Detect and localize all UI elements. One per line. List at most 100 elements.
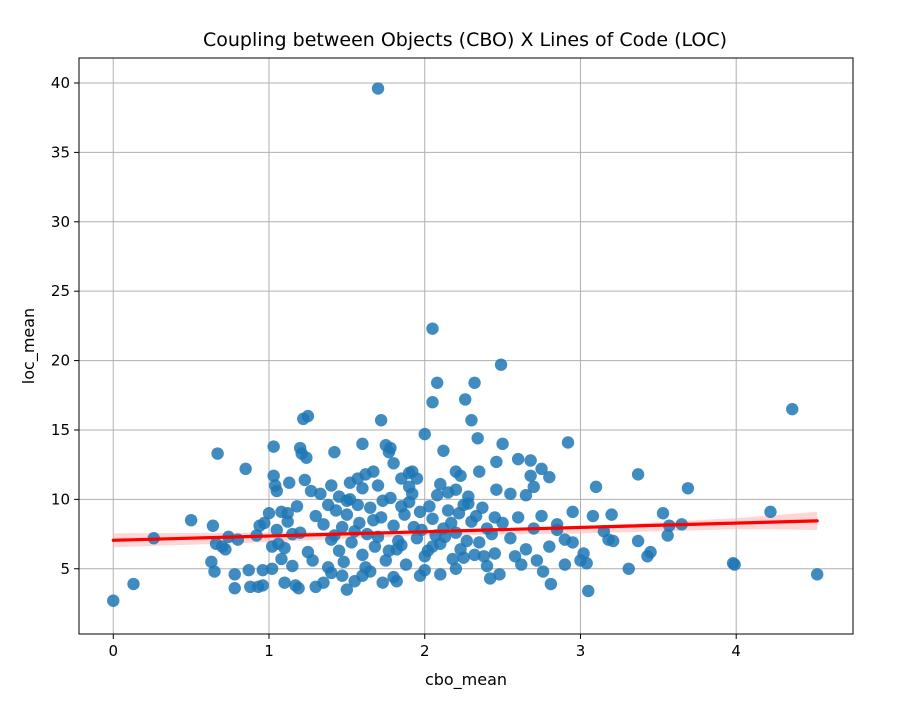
y-tick-label: 25	[51, 282, 70, 300]
data-point	[367, 465, 380, 478]
data-point	[441, 504, 455, 517]
data-point	[387, 519, 400, 532]
y-tick-label: 5	[60, 560, 70, 578]
data-point	[298, 473, 312, 487]
data-point	[325, 479, 338, 492]
y-tick-label: 15	[51, 421, 70, 439]
data-point	[228, 568, 241, 581]
data-point	[530, 554, 544, 567]
data-point	[454, 469, 467, 482]
x-tick-label: 2	[420, 642, 430, 660]
data-point	[340, 494, 354, 507]
data-point	[309, 509, 322, 523]
data-point	[473, 465, 486, 478]
data-point	[561, 436, 575, 449]
data-point	[353, 516, 366, 530]
data-point	[258, 516, 271, 530]
data-point	[589, 480, 603, 494]
data-point	[335, 520, 349, 534]
grid-lines	[79, 58, 853, 634]
data-point	[278, 541, 291, 555]
data-point	[368, 540, 382, 553]
data-point	[392, 534, 405, 548]
data-point	[418, 427, 431, 441]
data-point	[504, 532, 517, 545]
data-point	[681, 482, 695, 495]
data-point	[524, 469, 537, 482]
data-point	[586, 509, 600, 523]
data-point	[605, 508, 618, 521]
data-point	[219, 543, 232, 556]
data-point	[426, 540, 439, 553]
data-point	[206, 519, 220, 532]
data-point	[407, 520, 421, 534]
data-point	[340, 508, 354, 521]
data-point	[376, 576, 389, 589]
data-point	[356, 437, 369, 451]
data-point	[519, 489, 533, 502]
data-point	[239, 462, 252, 476]
data-point	[445, 516, 458, 530]
data-point	[437, 444, 450, 457]
regression-line	[111, 519, 819, 542]
data-point	[395, 500, 408, 513]
data-point	[493, 568, 506, 581]
data-point	[314, 487, 327, 501]
data-point	[622, 562, 635, 575]
data-point	[476, 501, 489, 514]
x-axis-ticks: 0 1 2 3 4	[108, 634, 741, 660]
data-point	[430, 376, 444, 389]
data-point	[457, 498, 470, 512]
data-point	[810, 568, 824, 581]
data-point	[430, 489, 444, 502]
data-point	[345, 536, 358, 549]
y-axis-ticks: 5 10 15 20 25 30 35 40	[51, 74, 79, 578]
plot-frame	[78, 57, 854, 635]
data-point	[256, 579, 269, 592]
data-point	[536, 565, 550, 578]
data-point	[205, 555, 218, 569]
data-point	[577, 547, 590, 560]
data-point	[558, 558, 572, 571]
data-points	[107, 82, 824, 607]
data-point	[364, 501, 377, 514]
data-point	[402, 480, 416, 494]
data-point	[356, 482, 369, 495]
data-point	[434, 477, 447, 491]
data-point	[786, 402, 799, 416]
data-point	[325, 566, 338, 580]
data-point	[434, 568, 447, 581]
data-point	[410, 472, 424, 485]
y-tick-label: 40	[51, 74, 70, 92]
data-point	[480, 559, 494, 573]
data-point	[211, 447, 224, 460]
data-point	[300, 451, 313, 464]
data-point	[275, 552, 288, 566]
data-point	[728, 558, 741, 571]
y-tick-label: 30	[51, 213, 70, 231]
y-tick-label: 20	[51, 352, 70, 370]
data-point	[328, 445, 341, 459]
y-axis-label: loc_mean	[19, 308, 39, 384]
data-point	[471, 432, 484, 445]
data-point	[208, 565, 221, 578]
data-point	[460, 534, 473, 548]
data-point	[631, 468, 645, 481]
data-point	[399, 558, 413, 571]
data-point	[606, 534, 620, 548]
data-point	[379, 554, 392, 567]
data-point	[764, 505, 777, 519]
data-point	[376, 494, 389, 507]
data-point	[335, 569, 349, 582]
data-point	[270, 523, 283, 537]
data-point	[527, 480, 540, 494]
data-point	[332, 544, 346, 557]
data-point	[494, 358, 508, 371]
data-point	[290, 500, 304, 513]
data-point	[281, 515, 294, 528]
data-point	[477, 550, 491, 563]
data-point	[262, 507, 276, 520]
data-point	[265, 562, 279, 575]
data-point	[524, 454, 537, 467]
